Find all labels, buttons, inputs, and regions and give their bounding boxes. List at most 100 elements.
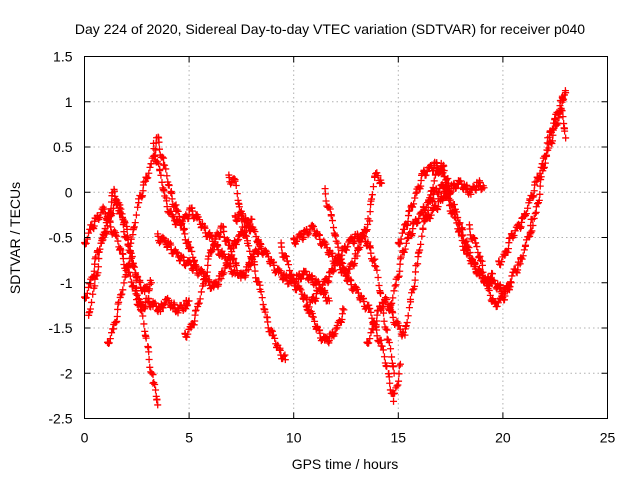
data-point <box>296 285 304 293</box>
data-point <box>367 249 375 257</box>
data-point <box>397 253 405 261</box>
data-point <box>177 221 185 229</box>
data-point <box>89 290 97 298</box>
data-point <box>308 221 316 229</box>
data-point <box>379 346 387 354</box>
data-point <box>403 319 411 327</box>
data-point <box>119 286 127 294</box>
data-point <box>483 277 491 285</box>
grid <box>84 56 608 419</box>
data-point <box>168 212 176 220</box>
data-point <box>359 231 367 239</box>
data-point <box>389 294 397 302</box>
data-point <box>329 268 337 276</box>
data-point <box>411 194 419 202</box>
y-tick-label: 0.5 <box>53 139 73 155</box>
data-point <box>505 283 513 291</box>
data-point <box>537 173 545 181</box>
data-point <box>194 300 202 308</box>
data-point <box>560 95 568 103</box>
data-point <box>310 223 318 231</box>
data-point <box>131 219 139 227</box>
data-point <box>150 152 158 160</box>
data-point <box>219 271 227 279</box>
data-point <box>152 386 160 394</box>
y-tick-label: 1 <box>65 94 73 110</box>
data-point <box>326 205 334 213</box>
data-point <box>134 273 142 281</box>
x-tick-label: 5 <box>185 430 193 446</box>
data-point <box>340 267 348 275</box>
data-point <box>378 342 386 350</box>
data-point <box>362 227 370 235</box>
data-point <box>278 243 286 251</box>
data-point <box>370 256 378 264</box>
x-tick-label: 10 <box>286 430 302 446</box>
data-point <box>184 330 192 338</box>
data-point <box>183 239 191 247</box>
data-point <box>414 219 422 227</box>
data-point <box>453 219 461 227</box>
data-point <box>210 240 218 248</box>
data-point <box>368 191 376 199</box>
data-point <box>361 233 369 241</box>
data-point <box>305 303 313 311</box>
data-point <box>91 282 99 290</box>
data-point <box>122 267 130 275</box>
data-point <box>153 395 161 403</box>
data-point <box>226 241 234 249</box>
data-point <box>511 227 519 235</box>
data-point <box>302 267 310 275</box>
data-point <box>482 277 490 285</box>
data-point <box>132 284 140 292</box>
data-point <box>412 262 420 270</box>
data-point <box>426 214 434 222</box>
data-point <box>235 236 243 244</box>
data-point <box>115 298 123 306</box>
data-point <box>420 215 428 223</box>
data-point <box>242 232 250 240</box>
y-tick-label: -2.5 <box>48 411 72 427</box>
data-point <box>396 239 404 247</box>
data-point <box>134 203 142 211</box>
data-point <box>422 203 430 211</box>
data-point <box>235 203 243 211</box>
data-point <box>379 299 387 307</box>
data-point <box>418 232 426 240</box>
data-point <box>356 243 364 251</box>
data-point <box>220 269 228 277</box>
data-point <box>457 177 465 185</box>
data-point <box>117 291 125 299</box>
data-point <box>157 171 165 179</box>
data-point <box>471 234 479 242</box>
data-point <box>367 308 375 316</box>
data-point <box>105 339 113 347</box>
data-point <box>417 240 425 248</box>
data-point <box>116 204 124 212</box>
data-point <box>126 255 134 263</box>
data-point <box>258 294 266 302</box>
data-point <box>94 269 102 277</box>
data-point <box>133 291 141 299</box>
data-point <box>111 227 119 235</box>
data-point <box>551 116 559 124</box>
data-point <box>430 177 438 185</box>
data-point <box>462 245 470 253</box>
data-point <box>165 181 173 189</box>
data-point <box>162 165 170 173</box>
series-sat-f <box>154 215 256 293</box>
data-point <box>293 237 301 245</box>
data-point <box>349 261 357 269</box>
data-point <box>478 261 486 269</box>
data-point <box>394 381 402 389</box>
data-point <box>366 335 374 343</box>
data-point <box>82 294 90 302</box>
data-point <box>355 237 363 245</box>
data-point <box>297 275 305 283</box>
chart-title: Day 224 of 2020, Sidereal Day-to-day VTE… <box>75 21 585 37</box>
data-point <box>385 373 393 381</box>
data-point <box>346 265 354 273</box>
data-point <box>98 237 106 245</box>
data-point <box>410 200 418 208</box>
data-point <box>281 252 289 260</box>
